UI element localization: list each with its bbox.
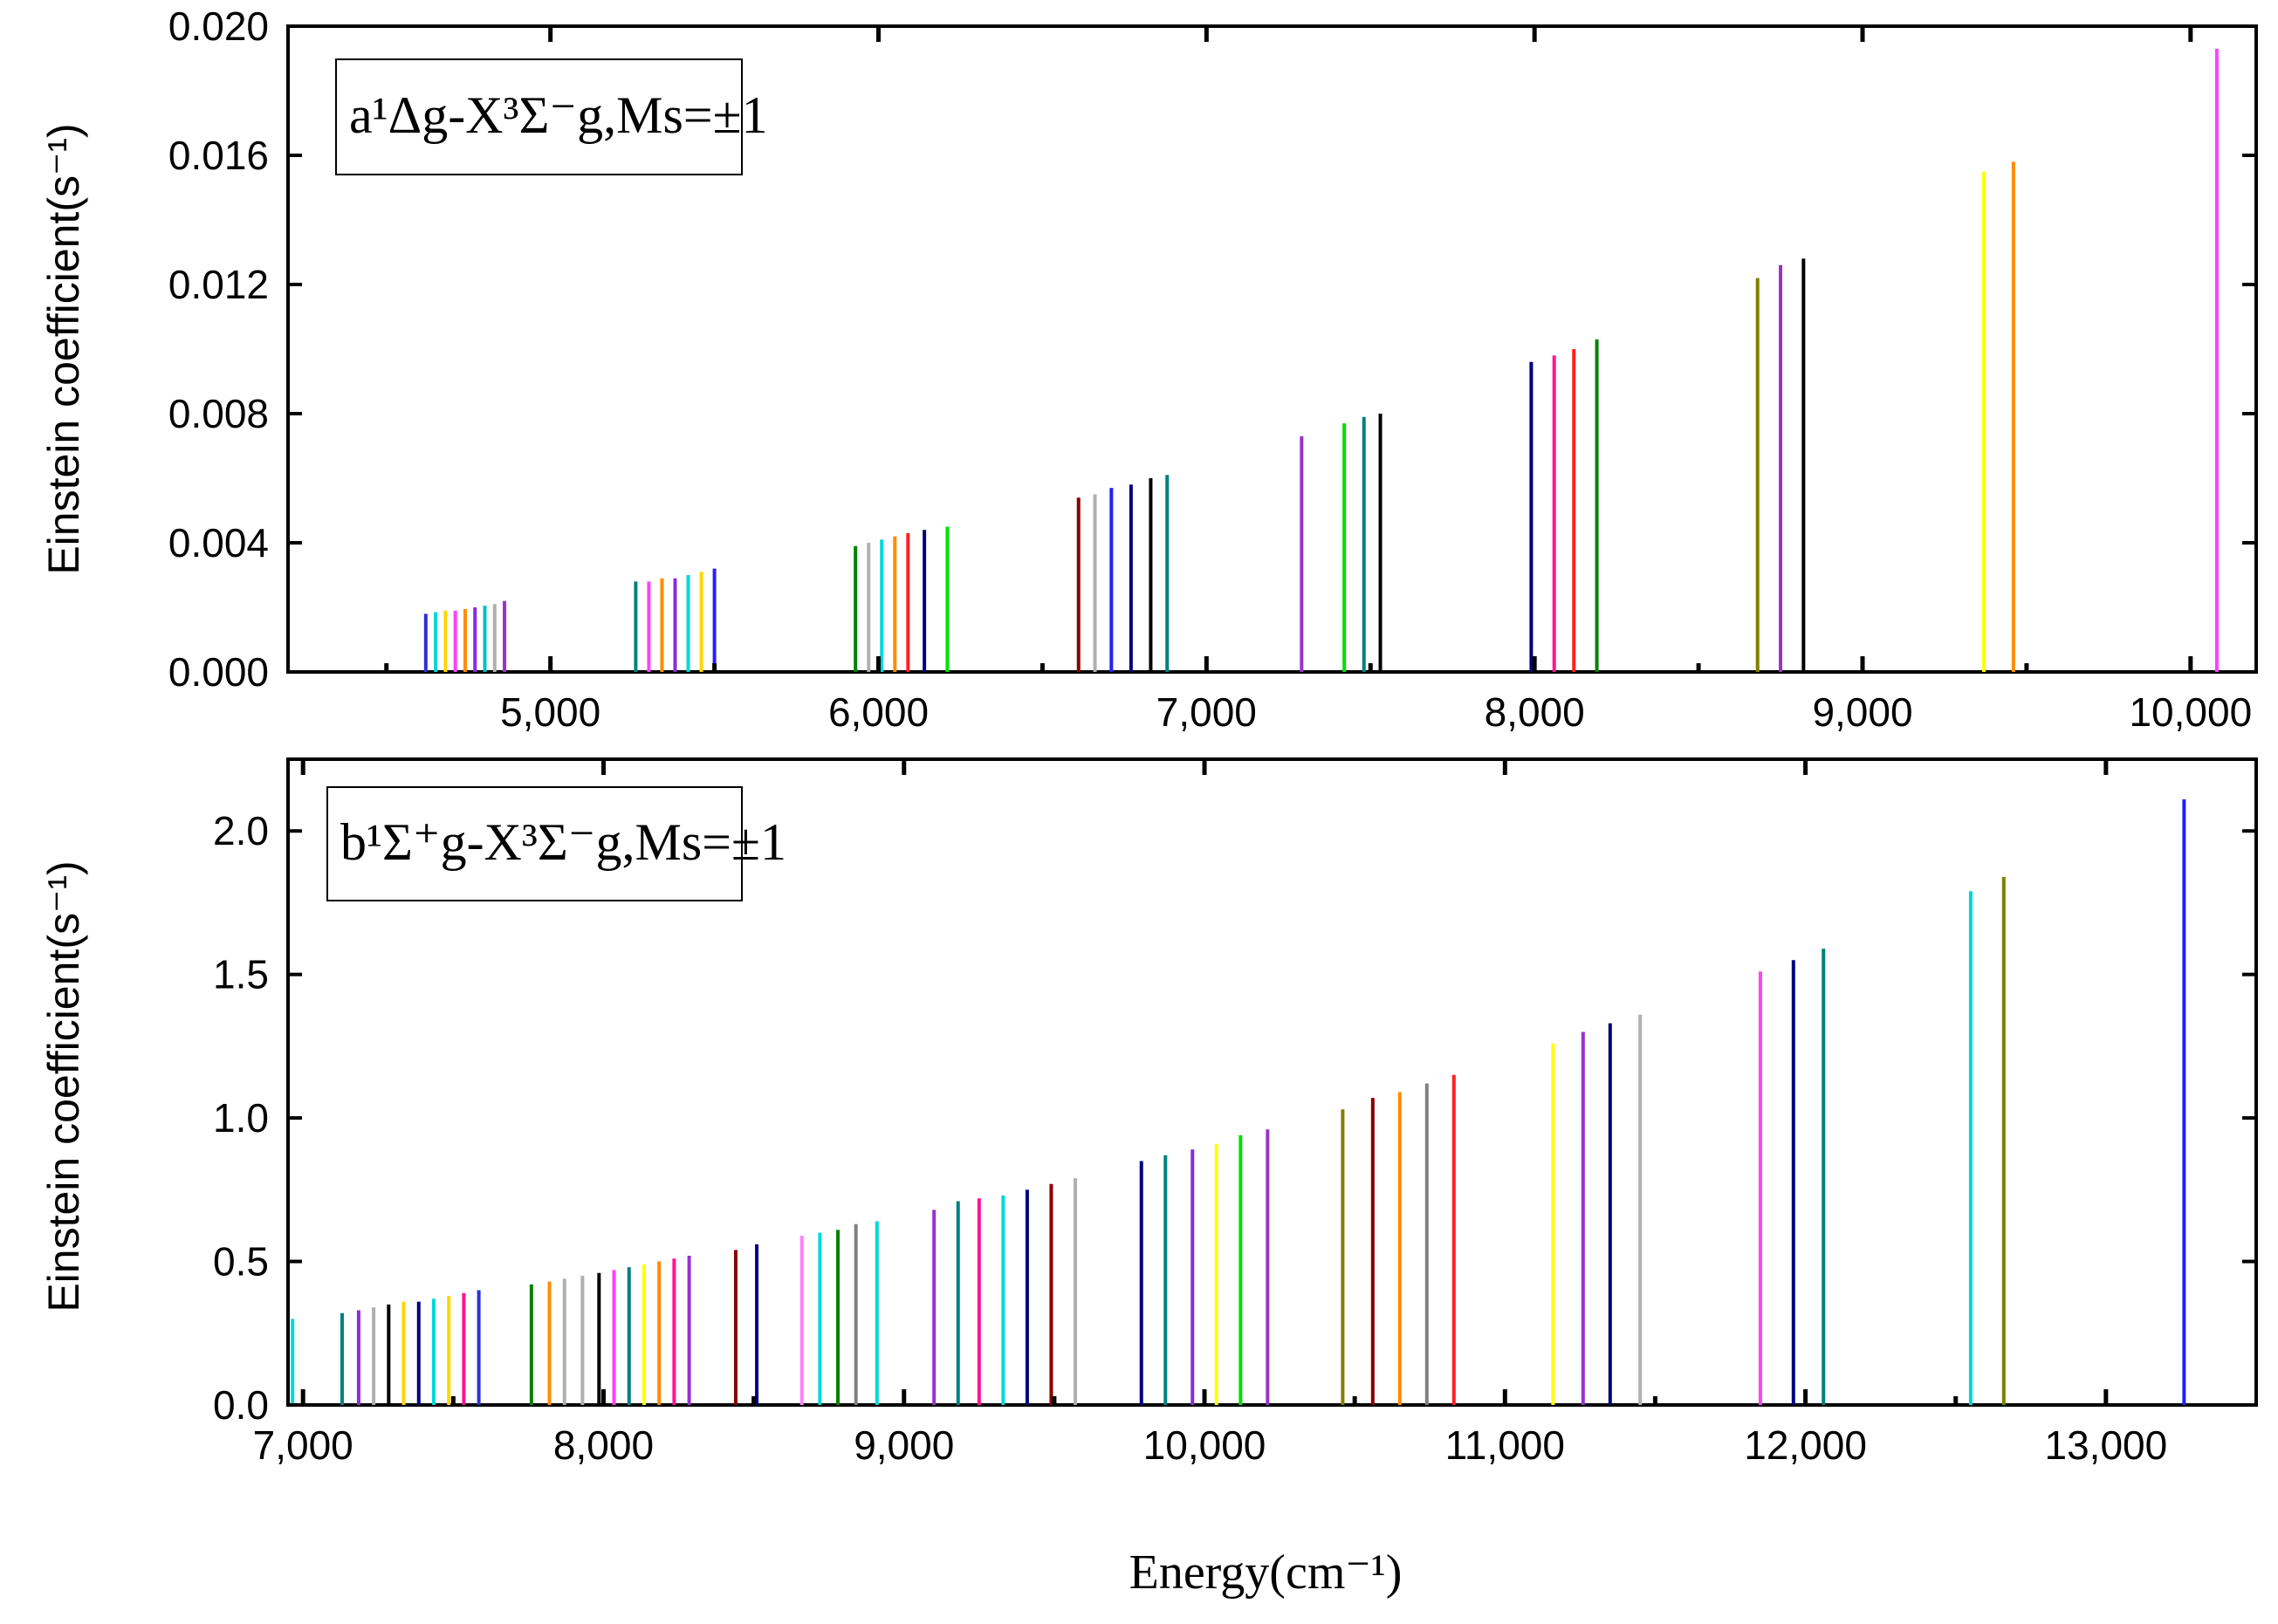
panel-a-legend: a¹Δg-X³Σ⁻g,Ms=±1 [335, 58, 768, 175]
panel-b-y-tick-label: 1.5 [213, 952, 269, 997]
panel-b-y-tick-label: 2.0 [213, 808, 269, 853]
panel-a-x-tick-label: 9,000 [1812, 689, 1912, 735]
panel-a-legend-text: a¹Δg-X³Σ⁻g,Ms=±1 [349, 86, 768, 144]
panel-a-y-tick-label: 0.020 [168, 3, 269, 49]
panel-b-x-tick-label: 8,000 [553, 1422, 654, 1468]
x-axis-title: Energy(cm⁻¹) [1129, 1545, 1403, 1600]
panel-b-y-axis-title: Einstein coefficient(s⁻¹) [39, 860, 88, 1312]
panel-a-x-tick-label: 5,000 [500, 689, 600, 735]
panel-a-y-tick-label: 0.012 [168, 262, 269, 307]
panel-b-x-tick-label: 7,000 [253, 1422, 353, 1468]
panel-b-y-tick-label: 1.0 [213, 1095, 269, 1141]
panel-a-y-tick-label: 0.016 [168, 133, 269, 178]
panel-a-legend-box [335, 58, 743, 175]
panel-b: 7,000 8,000 9,000 10,000 11,000 12,000 13,000 … [39, 757, 2258, 1600]
panel-b-y-tick-label: 0.0 [213, 1382, 269, 1428]
panel-a-x-tick-label: 10,000 [2129, 689, 2252, 735]
panel-b-x-tick-label: 9,000 [854, 1422, 954, 1468]
panel-b-x-tick-label: 12,000 [1744, 1422, 1867, 1468]
panel-b-y-ticks: 0.0 0.5 1.0 1.5 2.0 [213, 808, 2256, 1428]
panel-b-legend-box [326, 786, 743, 901]
panel-a-y-tick-label: 0.008 [168, 391, 269, 436]
panel-a: 5,000 6,000 7,000 8,000 9,000 10,000 0.0000.0… [39, 3, 2258, 735]
panel-a-y-ticks: 0.000 0.004 0.008 0.012 0.016 0.020 [168, 3, 2256, 695]
panel-a-frame [286, 24, 2258, 674]
panel-b-x-tick-label: 11,000 [1445, 1422, 1565, 1468]
panel-b-bars [291, 799, 2186, 1405]
panel-b-y-tick-label: 0.5 [213, 1239, 269, 1285]
panel-b-x-ticks: 7,000 8,000 9,000 10,000 11,000 12,000 13,000 [253, 759, 2168, 1468]
panel-b-x-tick-label: 10,000 [1143, 1422, 1266, 1468]
panel-b-legend-text: b¹Σ⁺g-X³Σ⁻g,Ms=±1 [340, 813, 786, 871]
panel-a-y-tick-label: 0.004 [168, 520, 269, 565]
panel-a-x-ticks: 5,000 6,000 7,000 8,000 9,000 10,000 [384, 26, 2252, 735]
panel-b-x-tick-label: 13,000 [2045, 1422, 2168, 1468]
panel-a-y-axis-title: Einstein coefficient(s⁻¹) [39, 123, 88, 574]
panel-a-bars [423, 48, 2219, 672]
panel-a-x-tick-label: 8,000 [1485, 689, 1585, 735]
panel-b-legend: b¹Σ⁺g-X³Σ⁻g,Ms=±1 [326, 786, 786, 901]
panel-a-y-tick-label: 0.000 [168, 649, 269, 695]
panel-a-x-tick-label: 6,000 [828, 689, 929, 735]
panel-b-frame [286, 757, 2258, 1407]
panel-a-x-tick-label: 7,000 [1156, 689, 1257, 735]
